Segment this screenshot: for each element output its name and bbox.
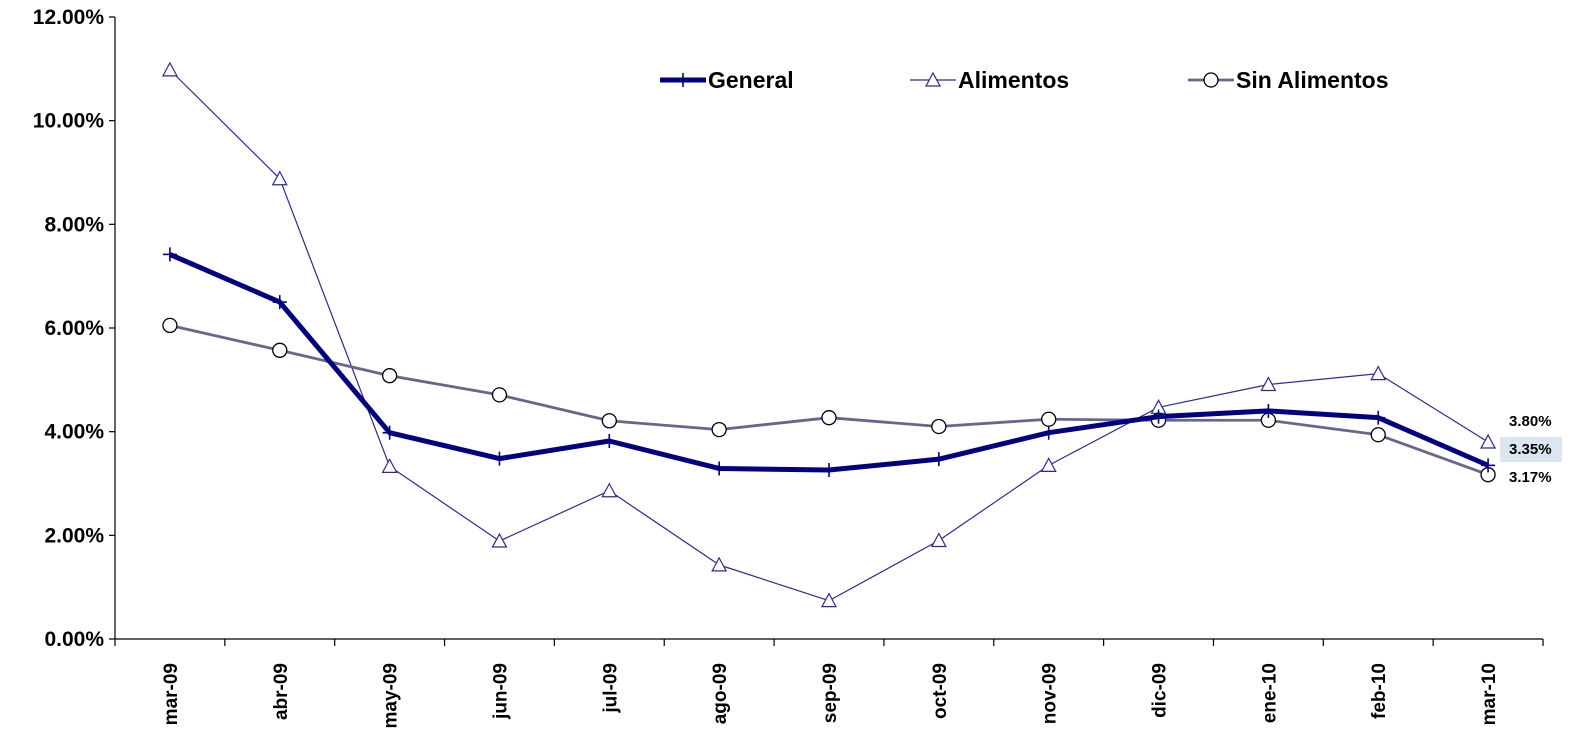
y-axis-ticks: 0.00% 2.00% 4.00% 6.00% 8.00% 10.00% 12.00% (33, 6, 115, 651)
data-point (492, 451, 507, 466)
end-value-labels: 3.80% 3.35% 3.17% (1500, 413, 1562, 486)
data-point (601, 482, 618, 498)
data-point (931, 452, 946, 467)
data-point (602, 433, 617, 448)
data-point (1480, 433, 1497, 449)
data-point (1040, 457, 1057, 472)
x-axis-ticks: mar-09 abr-09 may-09 jun-09 jul-09 ago-09 sep-… (114, 639, 1544, 729)
series-line (168, 252, 1490, 473)
legend-label: Alimentos (958, 67, 1069, 93)
legend-item-sin-alimentos: Sin Alimentos (1188, 67, 1389, 93)
series-sin-alimentos (162, 317, 1496, 483)
y-tick-label: 0.00% (44, 628, 104, 651)
legend-marker (676, 73, 690, 87)
data-point (712, 461, 727, 476)
data-point (162, 247, 177, 262)
data-point (162, 317, 178, 334)
legend-label: Sin Alimentos (1236, 67, 1389, 93)
data-point (930, 532, 947, 548)
data-point (1041, 411, 1057, 427)
data-point (821, 410, 837, 426)
data-point (711, 556, 728, 572)
data-point (272, 342, 288, 358)
end-label: 3.35% (1509, 441, 1552, 458)
data-point (161, 61, 178, 77)
x-tick-label: mar-09 (161, 663, 182, 725)
end-label: 3.80% (1509, 413, 1552, 430)
end-label: 3.17% (1509, 469, 1552, 486)
chart-series (161, 61, 1497, 608)
y-tick-label: 6.00% (44, 317, 104, 340)
x-tick-label: nov-09 (1040, 663, 1061, 724)
data-point (711, 421, 727, 438)
x-tick-label: ene-10 (1259, 663, 1280, 723)
legend-item-alimentos: Alimentos (910, 67, 1069, 93)
x-tick-label: dic-09 (1150, 663, 1171, 718)
data-point (381, 368, 398, 384)
x-tick-label: abr-09 (271, 663, 292, 720)
legend-marker (924, 71, 942, 87)
y-tick-label: 8.00% (44, 213, 104, 236)
legend-item-general: General (660, 67, 794, 93)
data-point (1370, 365, 1387, 381)
x-tick-label: may-09 (381, 663, 402, 729)
series-line (169, 69, 1489, 602)
legend-label: General (708, 67, 794, 93)
end-label-highlight (1500, 437, 1562, 462)
data-point (1261, 403, 1276, 418)
chart-axes (114, 17, 1543, 640)
data-point (382, 425, 397, 440)
x-tick-label: feb-10 (1369, 663, 1390, 719)
x-tick-label: jul-09 (600, 663, 621, 714)
data-point (1370, 427, 1386, 443)
data-point (1481, 458, 1496, 473)
data-point (381, 458, 398, 473)
y-tick-label: 4.00% (44, 421, 104, 444)
series-general (162, 247, 1496, 478)
data-point (931, 418, 947, 435)
series-line (169, 324, 1489, 477)
data-point (601, 413, 617, 429)
data-point (271, 170, 288, 186)
data-point (1371, 410, 1386, 425)
data-point (820, 592, 838, 608)
data-point (1041, 425, 1056, 440)
data-point (822, 463, 836, 478)
legend-marker (1203, 72, 1219, 88)
data-point (1151, 409, 1166, 424)
data-point (491, 387, 508, 403)
x-tick-label: jun-09 (490, 663, 511, 720)
data-point (272, 295, 287, 310)
y-tick-label: 12.00% (33, 6, 105, 29)
x-tick-label: mar-10 (1479, 663, 1500, 725)
data-point (491, 532, 508, 548)
series-alimentos (161, 61, 1497, 608)
y-tick-label: 2.00% (44, 524, 104, 547)
x-tick-label: sep-09 (820, 663, 841, 723)
x-tick-label: oct-09 (930, 663, 951, 719)
chart-legend: General Alimentos Sin Alimentos (660, 67, 1389, 93)
y-tick-label: 10.00% (33, 110, 105, 133)
x-tick-label: ago-09 (710, 663, 731, 724)
data-point (1260, 376, 1277, 392)
